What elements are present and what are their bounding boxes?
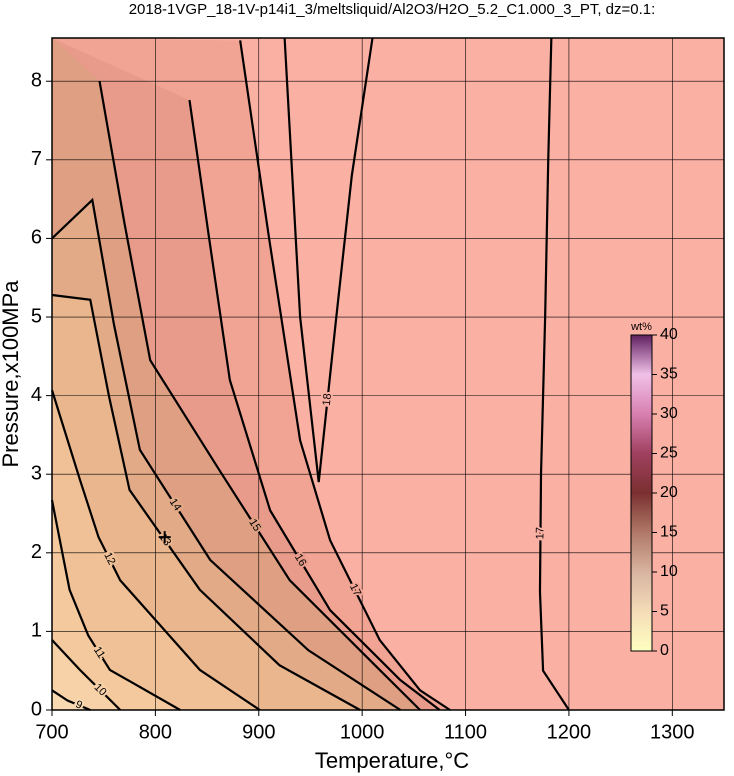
y-tick-label: 1 [31, 620, 42, 642]
colorbar-tick-label: 0 [660, 642, 669, 659]
colorbar-label: wt% [630, 321, 652, 333]
chart-title: 2018-1VGP_18-1V-p14i1_3/meltsliquid/Al2O… [129, 1, 656, 18]
contour-fill [52, 690, 91, 710]
contour-label: 17 [534, 527, 546, 539]
contour-fill [52, 500, 181, 710]
x-tick-label: 1000 [340, 721, 385, 743]
x-tick-label: 1100 [444, 721, 487, 743]
marker-cross [158, 531, 171, 544]
plot-frame [51, 37, 725, 711]
y-tick-label: 8 [31, 70, 42, 92]
colorbar-tick-label: 15 [660, 524, 678, 541]
x-tick-label: 800 [139, 721, 172, 743]
contour-line [51, 689, 91, 712]
colorbar-tick-label: 25 [660, 445, 678, 462]
contour-fill [52, 390, 260, 710]
contour-label: 18 [321, 393, 334, 406]
colorbar-tick-label: 40 [660, 326, 678, 343]
contour-line [188, 99, 441, 711]
x-axis-label: Temperature,°C [315, 748, 469, 773]
colorbar-tick-label: 5 [660, 603, 669, 620]
y-tick-label: 4 [31, 384, 42, 406]
y-tick-label: 2 [31, 541, 42, 563]
y-tick-label: 5 [31, 305, 42, 327]
y-axis-label: Pressure,x100MPa [0, 280, 23, 468]
contour-line [239, 40, 451, 711]
contour-line [51, 293, 361, 711]
colorbar-tick-label: 10 [660, 563, 678, 580]
x-tick-label: 1300 [650, 721, 695, 743]
contour-line [283, 37, 374, 483]
x-tick-label: 700 [35, 721, 68, 743]
contour-line [98, 81, 421, 711]
x-tick-label: 1200 [547, 721, 592, 743]
y-tick-label: 7 [31, 148, 42, 170]
contour-line [538, 37, 570, 711]
contour-line [51, 197, 402, 711]
y-tick-label: 6 [31, 227, 42, 249]
contour-line [50, 389, 261, 711]
colorbar-tick-label: 30 [660, 405, 678, 422]
y-tick-label: 0 [31, 698, 42, 720]
contour-line [50, 499, 181, 711]
marker [158, 531, 171, 544]
contour-fill [52, 640, 121, 710]
y-tick-label: 3 [31, 462, 42, 484]
colorbar [630, 334, 653, 652]
contour-line [51, 639, 122, 711]
x-tick-label: 900 [242, 721, 275, 743]
colorbar-tick-label: 35 [660, 366, 678, 383]
colorbar-tick-label: 20 [660, 484, 678, 501]
